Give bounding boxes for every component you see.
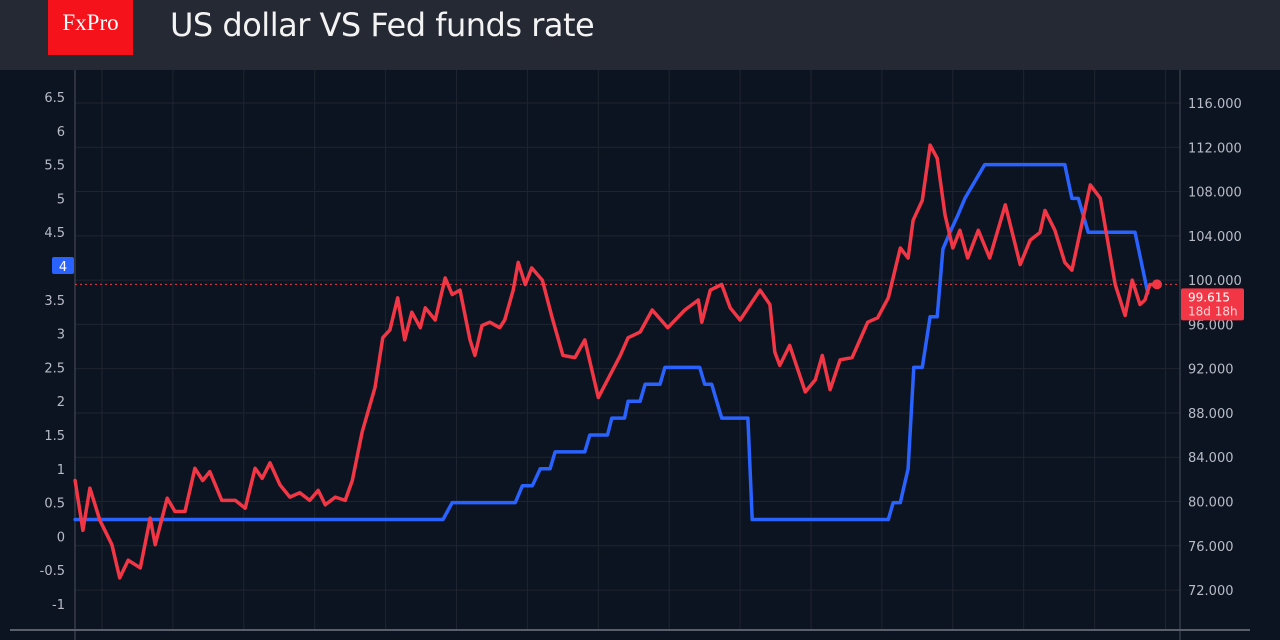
right-tick-label: 108.000 bbox=[1188, 186, 1242, 201]
right-tick-label: 104.000 bbox=[1188, 230, 1242, 245]
bar-countdown: 18d 18h bbox=[1188, 304, 1238, 318]
current-rate-badge bbox=[52, 257, 74, 274]
last-price-badge bbox=[1181, 288, 1244, 321]
left-tick-label: 1.5 bbox=[44, 429, 65, 444]
left-tick-label: 5.5 bbox=[44, 159, 65, 174]
left-tick-label: 0 bbox=[57, 530, 65, 545]
left-tick-label: 4 bbox=[59, 260, 67, 275]
us-dollar-index-line bbox=[73, 143, 1159, 580]
last-price-value: 99.615 bbox=[1188, 290, 1230, 304]
left-tick-label: 4.5 bbox=[44, 226, 65, 241]
right-tick-label: 96.000 bbox=[1188, 318, 1234, 333]
left-tick-label: 2 bbox=[57, 395, 65, 410]
right-tick-label: 84.000 bbox=[1188, 451, 1234, 466]
left-tick-label: 0.5 bbox=[44, 497, 65, 512]
last-point-marker bbox=[1151, 279, 1162, 290]
fxpro-logo: FxPro bbox=[48, 0, 133, 55]
chart-title: US dollar VS Fed funds rate bbox=[170, 6, 595, 44]
right-tick-label: 112.000 bbox=[1188, 141, 1242, 156]
right-tick-label: 92.000 bbox=[1188, 363, 1234, 378]
fed-funds-rate-line bbox=[73, 162, 1150, 522]
right-tick-label: 100.000 bbox=[1188, 274, 1242, 289]
right-tick-label: 116.000 bbox=[1188, 97, 1242, 112]
right-tick-label: 80.000 bbox=[1188, 496, 1234, 511]
right-tick-label: 88.000 bbox=[1188, 407, 1234, 422]
logo-text: FxPro bbox=[62, 9, 119, 35]
left-tick-label: 3.5 bbox=[44, 294, 65, 309]
left-tick-label: 6 bbox=[57, 125, 65, 140]
left-tick-label: 1 bbox=[57, 463, 65, 478]
left-tick-label: 2.5 bbox=[44, 361, 65, 376]
left-tick-label: -1 bbox=[52, 598, 65, 613]
left-tick-label: 3 bbox=[57, 328, 65, 343]
left-tick-label: 6.5 bbox=[44, 91, 65, 106]
chart-header: FxPro US dollar VS Fed funds rate bbox=[0, 0, 1280, 70]
right-tick-label: 72.000 bbox=[1188, 584, 1234, 599]
left-tick-label: 5 bbox=[57, 192, 65, 207]
left-tick-label: -0.5 bbox=[40, 564, 65, 579]
right-tick-label: 76.000 bbox=[1188, 540, 1234, 555]
chart: 6.5 6 5.5 5 4.5 4 3.5 3 2.5 2 1.5 1 0.5 0 -0.5 -1 116.00… bbox=[10, 70, 1250, 640]
